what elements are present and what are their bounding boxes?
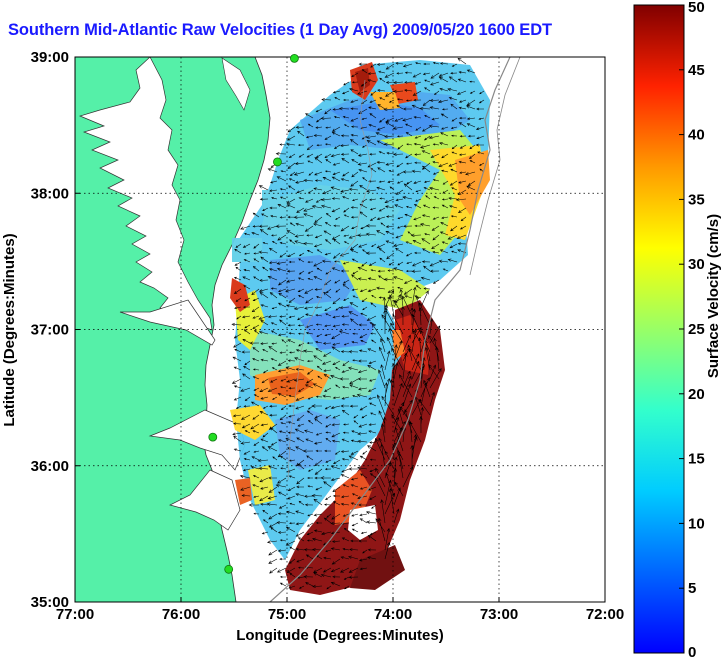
colorbar-tick-label: 15: [688, 451, 705, 468]
colorbar-tick-label: 50: [688, 0, 705, 16]
station-marker: [290, 53, 299, 63]
colorbar-tick-label: 5: [688, 580, 696, 597]
x-tick-label: 75:00: [268, 606, 306, 623]
colorbar-tick-label: 35: [688, 191, 705, 208]
station-marker: [273, 157, 282, 167]
colorbar-tick-label: 30: [688, 256, 705, 273]
colorbar: [633, 4, 685, 654]
colorbar-ticks: 0 5 10 15 20 25 30 35 40 45 50: [679, 0, 705, 659]
y-tick-label: 37:00: [31, 322, 69, 339]
station-markers: [208, 53, 299, 574]
x-tick-label: 74:00: [374, 606, 412, 623]
velocity-vectors: [231, 57, 485, 590]
colorbar-tick-label: 10: [688, 515, 705, 532]
colorbar-tick-label: 20: [688, 386, 705, 403]
y-axis-label: Latitude (Degrees:Minutes): [1, 233, 18, 426]
y-tick-label: 39:00: [31, 49, 69, 66]
x-tick-label: 72:00: [586, 606, 624, 623]
station-marker: [224, 564, 234, 574]
bathymetry-contour: [269, 57, 511, 602]
colorbar-tick-label: 45: [688, 62, 705, 79]
x-tick-label: 77:00: [56, 606, 94, 623]
x-tick-label: 73:00: [480, 606, 518, 623]
y-tick-label: 38:00: [31, 185, 69, 202]
y-tick-label: 36:00: [31, 458, 69, 475]
colorbar-tick-label: 40: [688, 127, 705, 144]
station-marker: [208, 432, 218, 442]
y-tick-label: 35:00: [31, 594, 69, 611]
vector-arrows: [231, 57, 485, 590]
y-axis-ticks: 35:00 36:00 37:00 38:00 39:00: [31, 49, 80, 611]
x-tick-label: 76:00: [162, 606, 200, 623]
grid-lines: [75, 57, 605, 602]
x-axis-ticks: 77:00 76:00 75:00 74:00 73:00 72:00: [56, 597, 624, 623]
x-axis-label: Longitude (Degrees:Minutes): [236, 627, 444, 644]
colorbar-tick-label: 0: [688, 644, 696, 659]
colorbar-label: Surface Velocity (cm/s): [705, 214, 722, 378]
colorbar-tick-label: 25: [688, 321, 705, 338]
map-title: Southern Mid-Atlantic Raw Velocities (1 …: [8, 21, 553, 39]
chesapeake-bay: [78, 57, 213, 331]
